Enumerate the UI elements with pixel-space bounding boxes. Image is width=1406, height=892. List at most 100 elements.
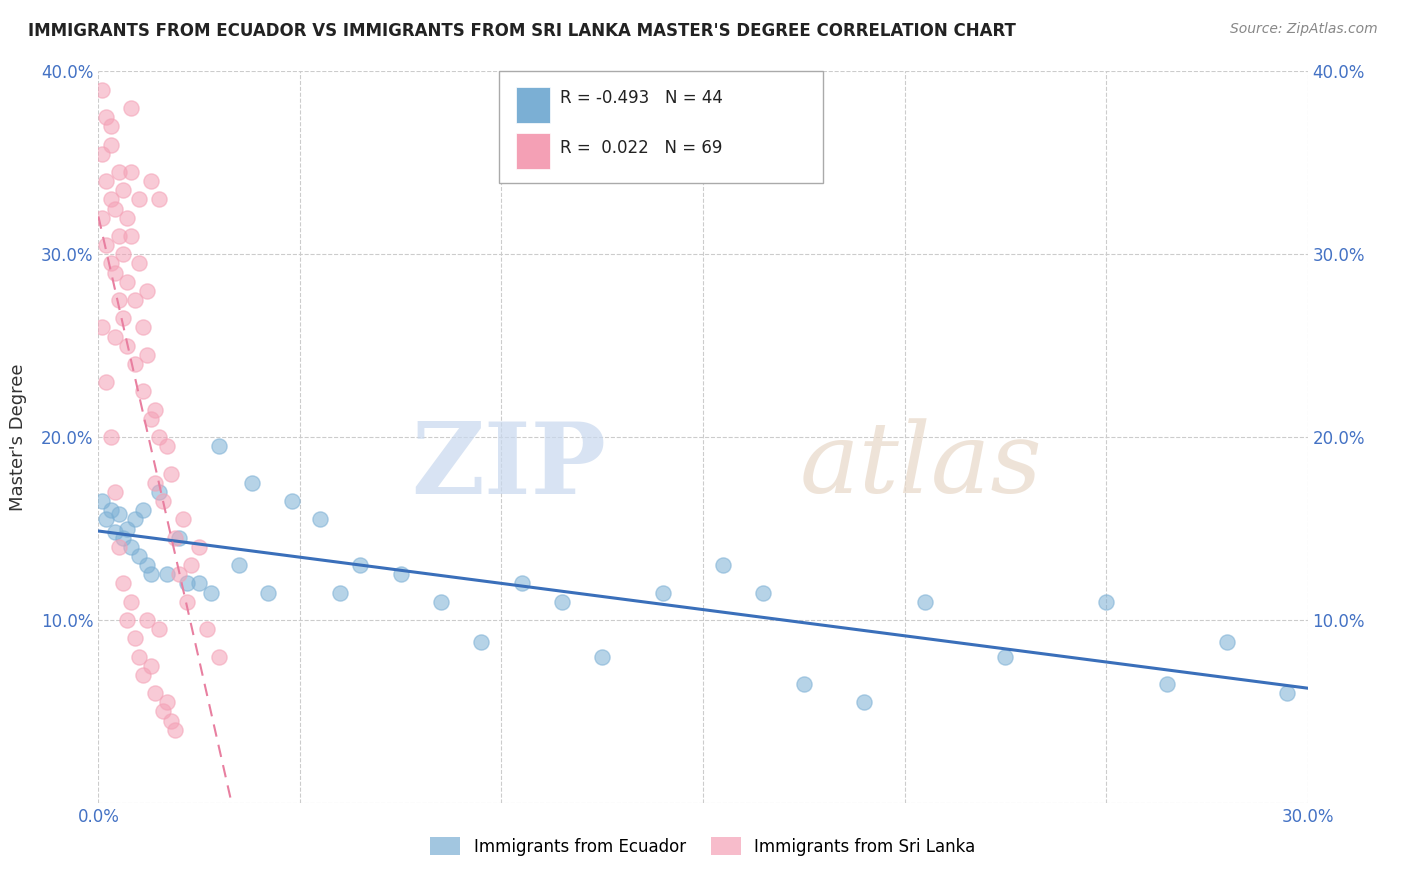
Point [107, 165, 129, 179]
Point [132, 320, 155, 334]
Point [172, 512, 194, 526]
Point [128, 256, 150, 270]
Point [91, 82, 114, 96]
Point [152, 494, 174, 508]
Point [111, 247, 134, 261]
Point [120, 594, 142, 608]
Point [752, 585, 775, 599]
Point [152, 705, 174, 719]
Point [115, 211, 138, 225]
Point [139, 174, 162, 188]
Point [91, 320, 114, 334]
Point [309, 512, 332, 526]
Point [96, 110, 118, 124]
Point [143, 686, 166, 700]
Point [100, 137, 122, 152]
Point [156, 439, 179, 453]
Point [711, 558, 734, 573]
Point [160, 714, 183, 728]
Point [132, 503, 155, 517]
Point [124, 357, 146, 371]
Point [132, 667, 155, 681]
Point [156, 567, 179, 582]
Point [281, 494, 304, 508]
Point [228, 558, 250, 573]
Point [180, 558, 202, 573]
Point [103, 525, 125, 540]
Point [167, 531, 190, 545]
Point [994, 649, 1017, 664]
Point [163, 531, 186, 545]
Text: IMMIGRANTS FROM ECUADOR VS IMMIGRANTS FROM SRI LANKA MASTER'S DEGREE CORRELATION: IMMIGRANTS FROM ECUADOR VS IMMIGRANTS FR… [28, 22, 1017, 40]
Point [160, 467, 183, 481]
Point [100, 120, 122, 134]
Point [120, 165, 142, 179]
Text: R = -0.493   N = 44: R = -0.493 N = 44 [560, 89, 723, 107]
Point [100, 430, 122, 444]
Point [135, 613, 157, 627]
Point [100, 192, 122, 206]
Point [143, 475, 166, 490]
Point [1277, 686, 1299, 700]
Point [124, 632, 146, 646]
Point [96, 512, 118, 526]
Point [115, 275, 138, 289]
Point [96, 238, 118, 252]
Point [143, 402, 166, 417]
Point [148, 622, 170, 636]
Point [120, 101, 142, 115]
Point [103, 329, 125, 343]
Point [91, 146, 114, 161]
Point [853, 695, 876, 709]
Point [107, 540, 129, 554]
Point [195, 622, 218, 636]
Point [148, 485, 170, 500]
Point [128, 192, 150, 206]
Point [240, 475, 263, 490]
Point [163, 723, 186, 737]
Text: Source: ZipAtlas.com: Source: ZipAtlas.com [1230, 22, 1378, 37]
Point [111, 183, 134, 197]
Point [107, 507, 129, 521]
Point [148, 430, 170, 444]
Point [148, 192, 170, 206]
Text: ZIP: ZIP [412, 417, 606, 515]
Point [111, 531, 134, 545]
Point [167, 567, 190, 582]
Point [793, 677, 815, 691]
Point [256, 585, 278, 599]
Point [132, 384, 155, 399]
Text: atlas: atlas [800, 418, 1042, 514]
Point [124, 293, 146, 307]
Point [551, 594, 574, 608]
Point [103, 485, 125, 500]
Point [107, 293, 129, 307]
Point [139, 567, 162, 582]
Point [135, 348, 157, 362]
Point [128, 549, 150, 563]
Point [139, 658, 162, 673]
Point [156, 695, 179, 709]
Point [914, 594, 936, 608]
Text: R =  0.022   N = 69: R = 0.022 N = 69 [560, 138, 721, 157]
Point [208, 649, 231, 664]
Point [115, 521, 138, 535]
Point [470, 635, 492, 649]
Point [103, 266, 125, 280]
Point [100, 503, 122, 517]
Point [103, 202, 125, 216]
Y-axis label: Master's Degree: Master's Degree [10, 363, 27, 511]
Point [430, 594, 453, 608]
Point [176, 594, 198, 608]
Point [510, 576, 533, 591]
Point [107, 229, 129, 244]
Point [96, 375, 118, 389]
Legend: Immigrants from Ecuador, Immigrants from Sri Lanka: Immigrants from Ecuador, Immigrants from… [422, 830, 984, 864]
Point [91, 211, 114, 225]
Point [115, 338, 138, 352]
Point [188, 540, 211, 554]
Point [111, 311, 134, 326]
Point [120, 229, 142, 244]
Point [349, 558, 371, 573]
Point [91, 494, 114, 508]
